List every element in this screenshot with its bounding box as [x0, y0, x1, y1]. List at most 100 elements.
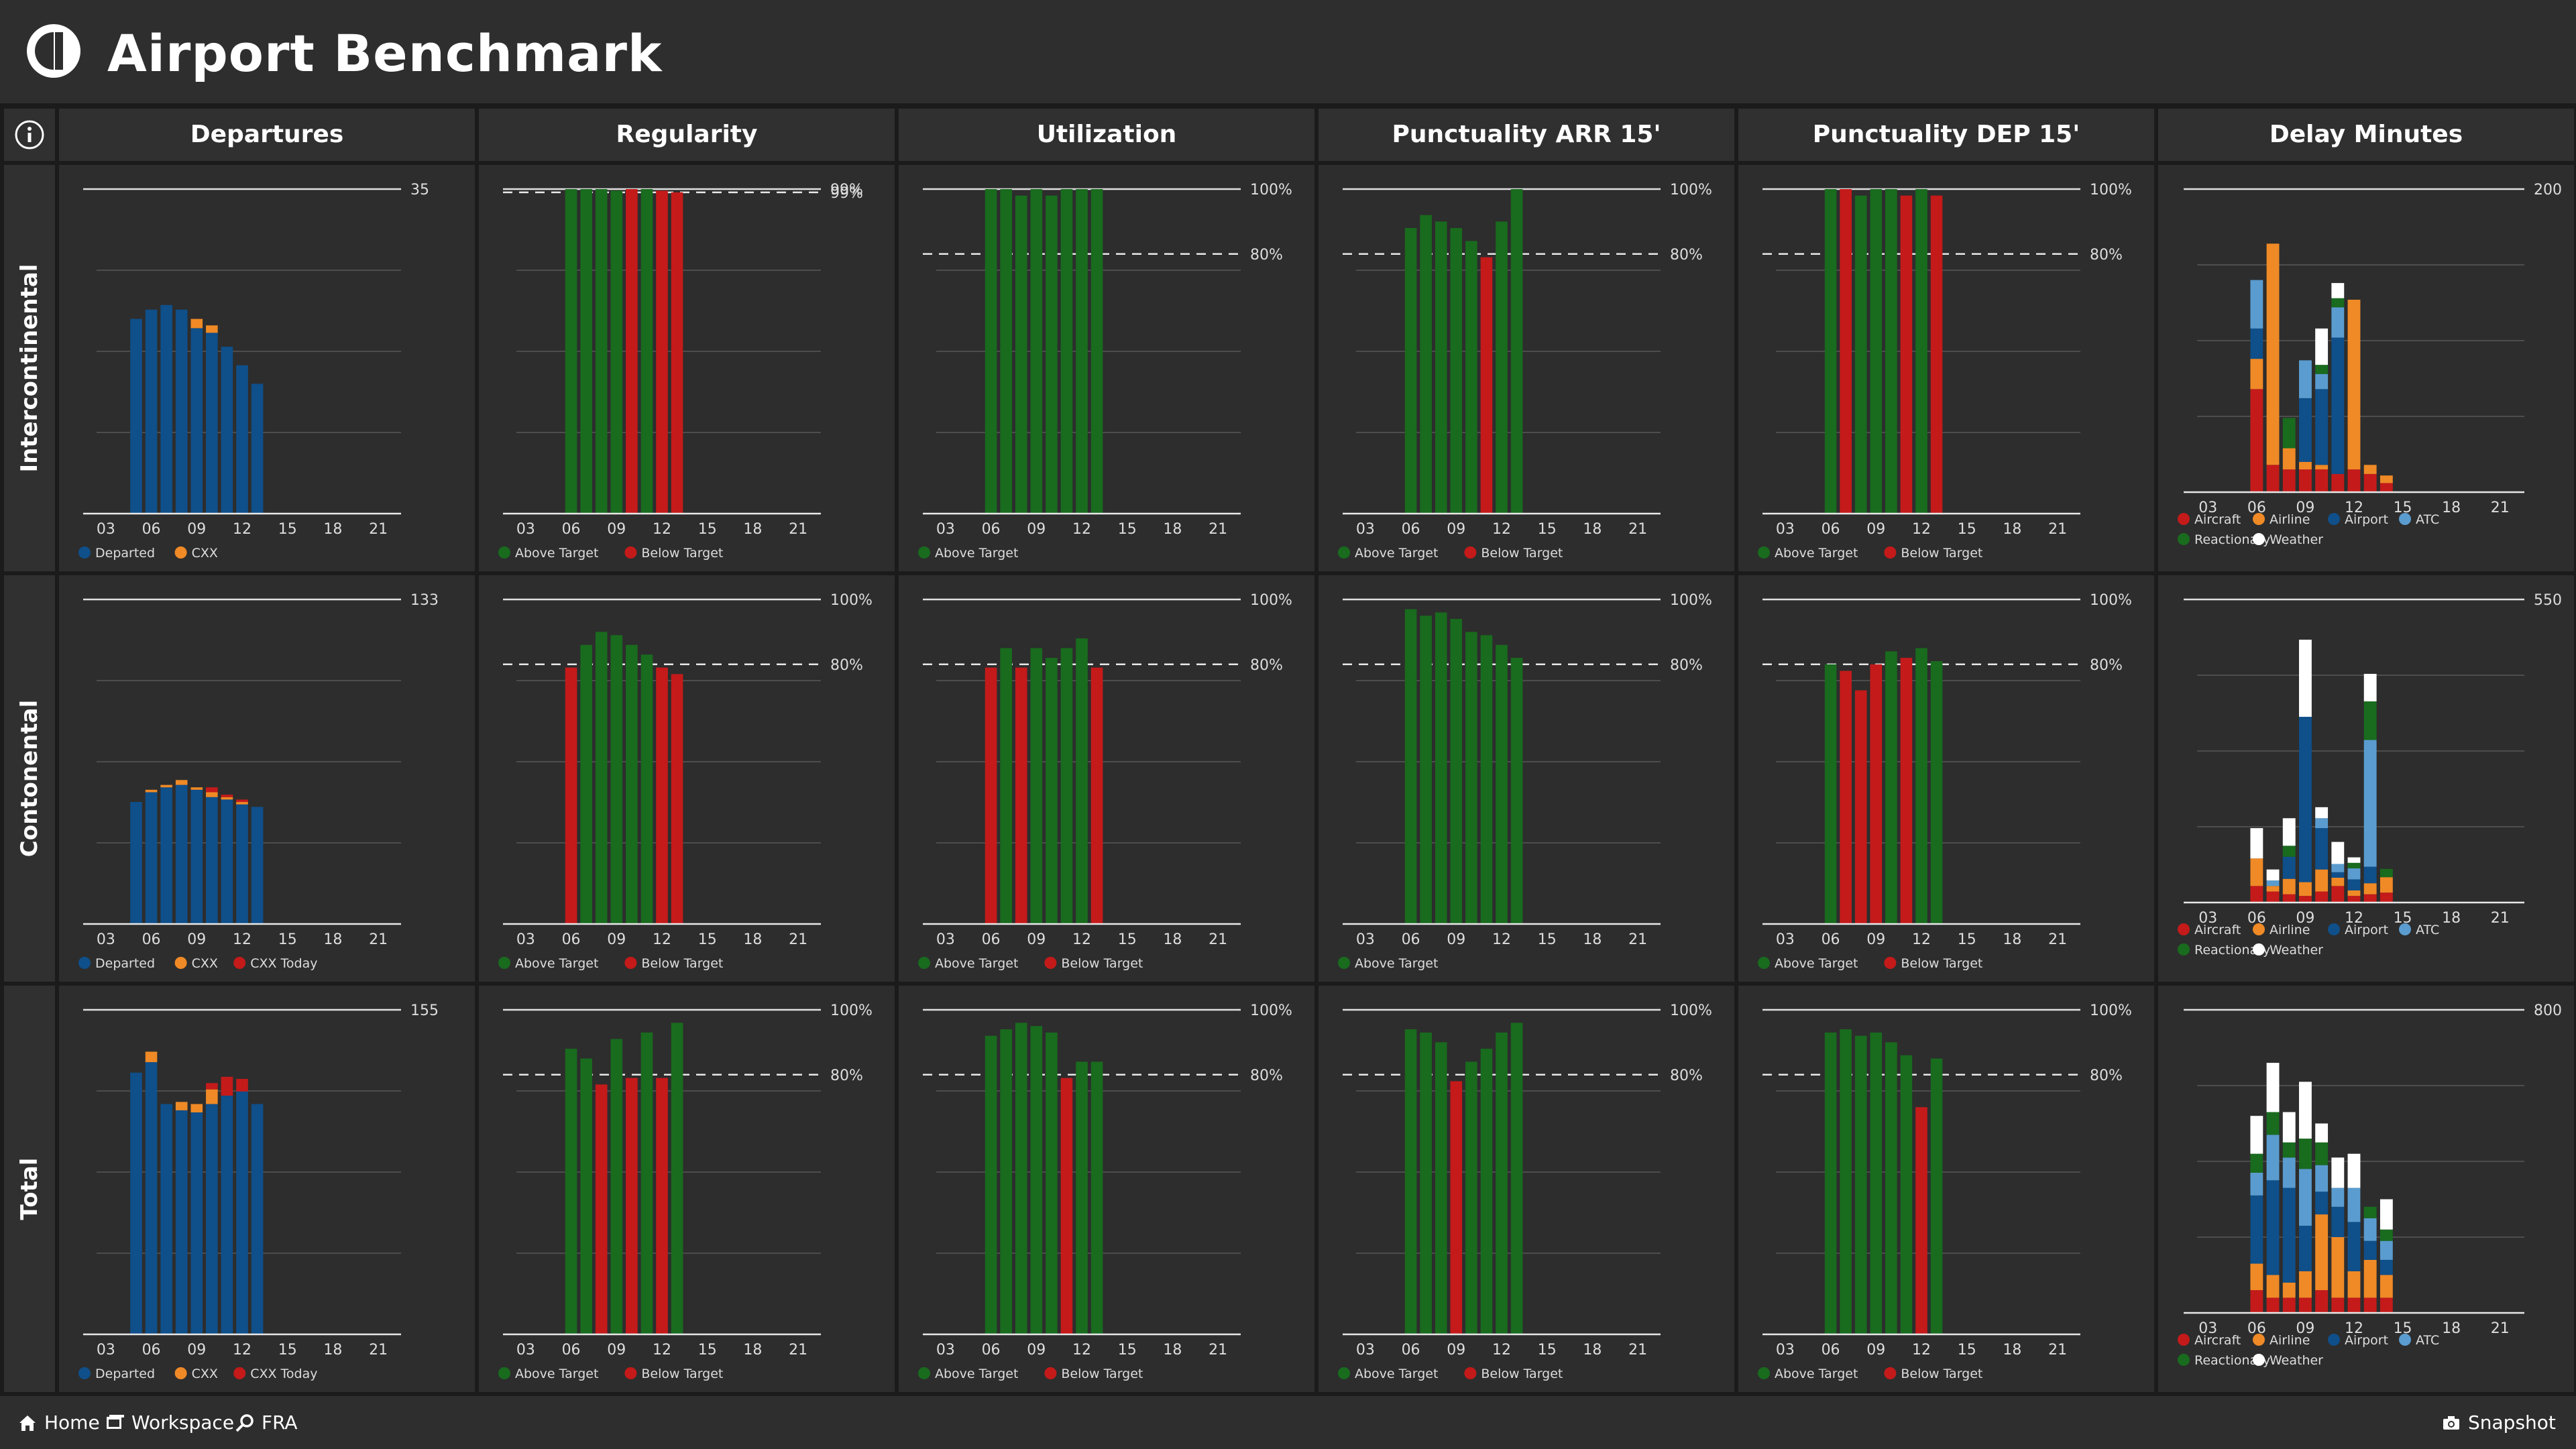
bar-above[interactable] — [1824, 664, 1837, 924]
bar-airport[interactable] — [2315, 389, 2329, 465]
bar-atc[interactable] — [2315, 1165, 2329, 1192]
chart-to-reg[interactable]: 100% 80% 03 06 09 12 15 18 21 Above Target Below T… — [479, 986, 895, 1392]
bar-aircraft[interactable] — [2379, 483, 2393, 492]
bar-weather[interactable] — [2331, 283, 2345, 298]
bar-above[interactable] — [1450, 228, 1463, 514]
bar-above[interactable] — [1030, 1026, 1043, 1334]
workspace-link[interactable]: Workspace — [105, 1396, 234, 1449]
bar-weather[interactable] — [2250, 1116, 2263, 1154]
bar-departed[interactable] — [145, 792, 158, 924]
bar-weather[interactable] — [2347, 1153, 2361, 1188]
bar-above[interactable] — [1046, 658, 1058, 924]
bar-above[interactable] — [1465, 632, 1477, 924]
chart-co-delay[interactable]: 550 03 06 09 12 15 18 21 Aircraft Airline Airport A… — [2158, 575, 2574, 982]
bar-atc[interactable] — [2250, 1172, 2263, 1196]
bar-cxx[interactable] — [206, 325, 218, 333]
bar-below[interactable] — [656, 1078, 668, 1334]
bar-departed[interactable] — [251, 384, 264, 514]
bar-departed[interactable] — [221, 1096, 233, 1334]
info-button[interactable] — [4, 109, 55, 161]
bar-below[interactable] — [1450, 1081, 1463, 1334]
bar-reactionary[interactable] — [2331, 298, 2345, 308]
bar-below[interactable] — [1840, 671, 1852, 924]
bar-above[interactable] — [1885, 1042, 1897, 1334]
bar-above[interactable] — [1930, 1058, 1943, 1334]
bar-airline[interactable] — [2315, 465, 2329, 470]
bar-weather[interactable] — [2315, 807, 2329, 819]
snapshot-button[interactable]: Snapshot — [2441, 1396, 2556, 1449]
bar-aircraft[interactable] — [2315, 1290, 2329, 1313]
bar-below[interactable] — [1090, 667, 1103, 924]
bar-aircraft[interactable] — [2282, 1297, 2296, 1313]
bar-cxx_today[interactable] — [236, 1079, 248, 1092]
bar-aircraft[interactable] — [2250, 886, 2263, 903]
chart-co-util[interactable]: 100% 80% 03 06 09 12 15 18 21 Above Target Below T… — [899, 575, 1314, 982]
bar-cxx[interactable] — [236, 802, 248, 805]
bar-aircraft[interactable] — [2331, 473, 2345, 492]
bar-atc[interactable] — [2347, 1187, 2361, 1222]
bar-airport[interactable] — [2347, 1222, 2361, 1271]
bar-departed[interactable] — [145, 309, 158, 514]
chart-ic-reg[interactable]: 99% 99% 03 06 09 12 15 18 21 Above Target Below Ta… — [479, 165, 895, 571]
bar-above[interactable] — [1450, 619, 1463, 924]
bar-above[interactable] — [640, 654, 653, 924]
bar-departed[interactable] — [206, 797, 218, 924]
bar-airport[interactable] — [2331, 872, 2345, 878]
bar-cxx[interactable] — [206, 792, 218, 797]
bar-reactionary[interactable] — [2282, 418, 2296, 449]
bar-above[interactable] — [1510, 658, 1523, 924]
bar-above[interactable] — [1480, 635, 1493, 924]
bar-cxx[interactable] — [175, 780, 188, 785]
bar-airline[interactable] — [2363, 883, 2377, 894]
bar-aircraft[interactable] — [2331, 1297, 2345, 1313]
bar-atc[interactable] — [2347, 868, 2361, 880]
bar-departed[interactable] — [175, 785, 188, 924]
bar-aircraft[interactable] — [2347, 469, 2361, 492]
bar-below[interactable] — [671, 674, 683, 924]
bar-airline[interactable] — [2266, 243, 2280, 465]
bar-above[interactable] — [1000, 648, 1012, 924]
bar-atc[interactable] — [2266, 880, 2280, 886]
chart-co-reg[interactable]: 100% 80% 03 06 09 12 15 18 21 Above Target Below T… — [479, 575, 895, 982]
bar-airline[interactable] — [2250, 1263, 2263, 1291]
bar-above[interactable] — [1915, 189, 1927, 514]
bar-departed[interactable] — [190, 789, 203, 924]
bar-weather[interactable] — [2250, 828, 2263, 859]
bar-below[interactable] — [1900, 195, 1913, 514]
bar-aircraft[interactable] — [2347, 896, 2361, 903]
bar-below[interactable] — [595, 1084, 608, 1334]
bar-aircraft[interactable] — [2331, 886, 2345, 903]
bar-airline[interactable] — [2347, 1271, 2361, 1298]
chart-to-arr[interactable]: 100% 80% 03 06 09 12 15 18 21 Above Target Below T… — [1319, 986, 1734, 1392]
bar-airline[interactable] — [2315, 1214, 2329, 1291]
chart-co-dep[interactable]: 133 03 06 09 12 15 18 21 Departed CXX CXX Today — [59, 575, 475, 982]
chart-co-dep15[interactable]: 100% 80% 03 06 09 12 15 18 21 Above Target Below T… — [1738, 575, 2154, 982]
bar-above[interactable] — [671, 1023, 683, 1334]
bar-above[interactable] — [1046, 1032, 1058, 1334]
bar-airline[interactable] — [2282, 448, 2296, 470]
bar-atc[interactable] — [2250, 280, 2263, 329]
bar-above[interactable] — [640, 189, 653, 514]
bar-atc[interactable] — [2315, 373, 2329, 390]
bar-above[interactable] — [1015, 1023, 1027, 1334]
bar-airline[interactable] — [2266, 886, 2280, 892]
bar-above[interactable] — [1885, 651, 1897, 924]
bar-departed[interactable] — [130, 318, 142, 514]
bar-cxx_today[interactable] — [236, 799, 248, 803]
bar-weather[interactable] — [2282, 818, 2296, 846]
bar-above[interactable] — [595, 632, 608, 924]
bar-weather[interactable] — [2298, 1082, 2312, 1139]
bar-weather[interactable] — [2331, 1157, 2345, 1188]
search-link[interactable]: FRA — [235, 1396, 298, 1449]
bar-departed[interactable] — [160, 787, 172, 924]
bar-weather[interactable] — [2331, 842, 2345, 864]
bar-above[interactable] — [1915, 648, 1927, 924]
bar-reactionary[interactable] — [2379, 868, 2393, 878]
bar-below[interactable] — [626, 1078, 638, 1334]
bar-weather[interactable] — [2266, 869, 2280, 881]
bar-above[interactable] — [1420, 215, 1432, 514]
chart-to-delay[interactable]: 800 03 06 09 12 15 18 21 Aircraft Airline Airport A… — [2158, 986, 2574, 1392]
bar-above[interactable] — [1480, 1049, 1493, 1334]
bar-above[interactable] — [1510, 1023, 1523, 1334]
bar-above[interactable] — [1465, 1061, 1477, 1334]
